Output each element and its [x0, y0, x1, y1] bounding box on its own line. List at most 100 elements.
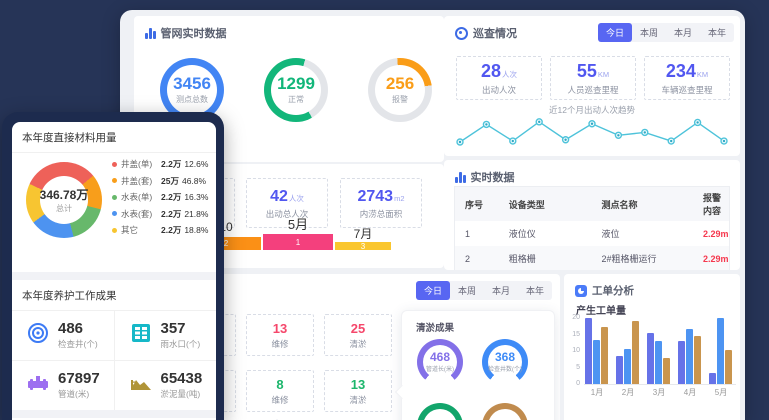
- material-donut-chart: 346.78万 总计: [26, 162, 102, 238]
- achievement-cell: 65438 淤泥量(吨): [114, 361, 216, 410]
- table-row[interactable]: 1 液位仪 液位 2.29m: [455, 221, 730, 246]
- table-header: 测点名称: [591, 186, 693, 221]
- bar-tan-5月: [725, 350, 732, 384]
- x-tick: 1月: [590, 388, 604, 397]
- bar-blue-3月: [655, 341, 662, 384]
- gauge-label: 检查井数(个): [488, 367, 522, 373]
- donut-label: 报警: [392, 95, 408, 104]
- table-cell: 2#粗格栅运行: [601, 254, 657, 264]
- stat-box-person-km: 55KM 人员巡查里程: [550, 56, 636, 100]
- legend-value: 2.2万: [161, 225, 182, 235]
- tab-本月[interactable]: 本月: [491, 286, 510, 296]
- legend-item: 井盖(单) 2.2万 12.6%: [112, 158, 212, 170]
- achievement-value: 486: [58, 320, 84, 337]
- stat-box-dispatch: 28人次 出动人次: [456, 56, 542, 100]
- table-cell: 2: [465, 253, 471, 264]
- stat-box-flood-area: 2743m2 内涝总面积: [340, 178, 422, 228]
- card-title-row: 实时数据: [444, 160, 740, 189]
- donut-total: 346.78万: [39, 188, 89, 202]
- donut-value: 3456: [173, 74, 211, 93]
- card-title: 管网实时数据: [160, 28, 227, 40]
- card-patrol: 巡查情况 今日 本周 本月 本年 28人次 出动人次 55KM 人员巡查里程 234K…: [444, 16, 740, 156]
- tab-本年[interactable]: 本年: [707, 28, 726, 38]
- legend-label: 水表(套): [121, 208, 153, 219]
- bar-indigo-1月: [585, 318, 592, 384]
- section-divider: [12, 272, 216, 280]
- tab-今日[interactable]: 今日: [597, 23, 632, 42]
- legend-label: 其它: [121, 225, 139, 235]
- legend-label: 井盖(套): [121, 175, 153, 186]
- donut-label: 正常: [288, 95, 304, 104]
- donut-legend: 井盖(单) 2.2万 12.6% 井盖(套) 25万 46.8% 水表(单) 2.2万 16.3…: [112, 158, 212, 236]
- y-tick: 15: [572, 330, 580, 338]
- legend-item: 水表(单) 2.2万 16.3%: [112, 191, 212, 203]
- tab-本月[interactable]: 本月: [673, 28, 692, 38]
- achievement-grid: 486 检查井(个) 357 雨水口(个) 67897 管道(米) 65438 淤泥量(吨): [12, 311, 216, 410]
- card-title-row: 管网实时数据: [134, 16, 444, 45]
- podium-month: 5月: [287, 217, 309, 232]
- card-title: 工单分析: [592, 285, 634, 297]
- table-header: 设备类型: [498, 186, 592, 221]
- legend-dot: [112, 194, 117, 200]
- stat-value: 42人次: [270, 187, 304, 205]
- donut-total-label: 总计: [56, 204, 72, 213]
- chart-subtitle: 产生工单量: [576, 306, 626, 317]
- podium-bar-rank-1: 1: [263, 234, 333, 250]
- trend-line-chart: [456, 118, 728, 146]
- x-tick: 2月: [621, 388, 635, 397]
- bar-indigo-3月: [647, 332, 654, 384]
- gauge-管道长(米): 468 管道长(米): [417, 339, 463, 385]
- x-tick: 3月: [652, 388, 666, 397]
- dredge-result-popover: 清淤成果 468 管道长(米) 368 检查井数(个): [394, 310, 555, 420]
- bar-indigo-2月: [616, 355, 623, 384]
- achievement-cell: 486 检查井(个): [12, 311, 114, 360]
- donut-label: 测点总数: [176, 95, 208, 104]
- y-tick: 10: [572, 347, 580, 354]
- popover-title: 清淤成果: [416, 323, 455, 334]
- legend-item: 水表(套) 2.2万 21.8%: [112, 208, 212, 220]
- card-title: 巡查情况: [473, 28, 517, 40]
- well-icon: [26, 321, 50, 350]
- achievement-cell: 357 雨水口(个): [114, 311, 216, 360]
- table-row[interactable]: 2 粗格栅 2#粗格栅运行 2.29m: [454, 246, 730, 270]
- phone-frame: 本年度直接材料用量 346.78万 总计 井盖(单) 2.2万 12.6% 井盖(套)…: [2, 112, 224, 420]
- legend-label: 水表(单): [121, 192, 153, 202]
- stat-box-repair-red: 13 维修: [246, 314, 314, 356]
- legend-pct: 21.8%: [184, 208, 209, 219]
- legend-value: 25万: [161, 175, 179, 186]
- achievement-label: 淤泥量(吨): [160, 389, 201, 399]
- workorder-icon: [575, 284, 587, 297]
- section-title: 本年度养护工作成果: [12, 280, 216, 311]
- tab-本周[interactable]: 本周: [639, 28, 658, 38]
- tab-今日[interactable]: 今日: [415, 281, 450, 300]
- legend-value: 2.2万: [161, 159, 182, 169]
- popover-arrow: [394, 384, 410, 400]
- bar-blue-2月: [624, 348, 631, 384]
- section-divider: [12, 410, 216, 418]
- table-cell: 液位: [601, 229, 620, 239]
- table-cell: 液位仪: [508, 229, 536, 239]
- table-cell: 粗格栅: [508, 254, 536, 264]
- achievement-cell: 67897 管道(米): [12, 361, 114, 410]
- tab-本周[interactable]: 本周: [457, 286, 476, 296]
- legend-value: 2.2万: [161, 192, 182, 202]
- bar-tan-3月: [663, 357, 670, 384]
- x-tick: 5月: [714, 388, 728, 397]
- legend-pct: 12.6%: [184, 159, 209, 169]
- alarm-value: 2.29m: [702, 228, 729, 239]
- bar-blue-1月: [593, 340, 600, 384]
- legend-dot: [112, 211, 117, 216]
- legend-value: 2.2万: [161, 208, 182, 219]
- achievement-value: 357: [160, 320, 186, 337]
- legend-pct: 46.8%: [181, 175, 207, 186]
- achievement-label: 雨水口(个): [160, 339, 201, 349]
- table-header: 报警内容: [692, 186, 730, 221]
- legend-dot: [112, 161, 117, 167]
- alarm-table: 序号 设备类型 测点名称 报警内容 1 液位仪 液位 2.29m 2 粗格栅 2#粗格栅运行 2.2…: [454, 186, 730, 270]
- card-title-row: 巡查情况: [444, 16, 740, 45]
- tab-本年[interactable]: 本年: [525, 286, 544, 296]
- bar-chart-icon: [455, 171, 466, 183]
- stat-value: 2743m2: [357, 187, 405, 205]
